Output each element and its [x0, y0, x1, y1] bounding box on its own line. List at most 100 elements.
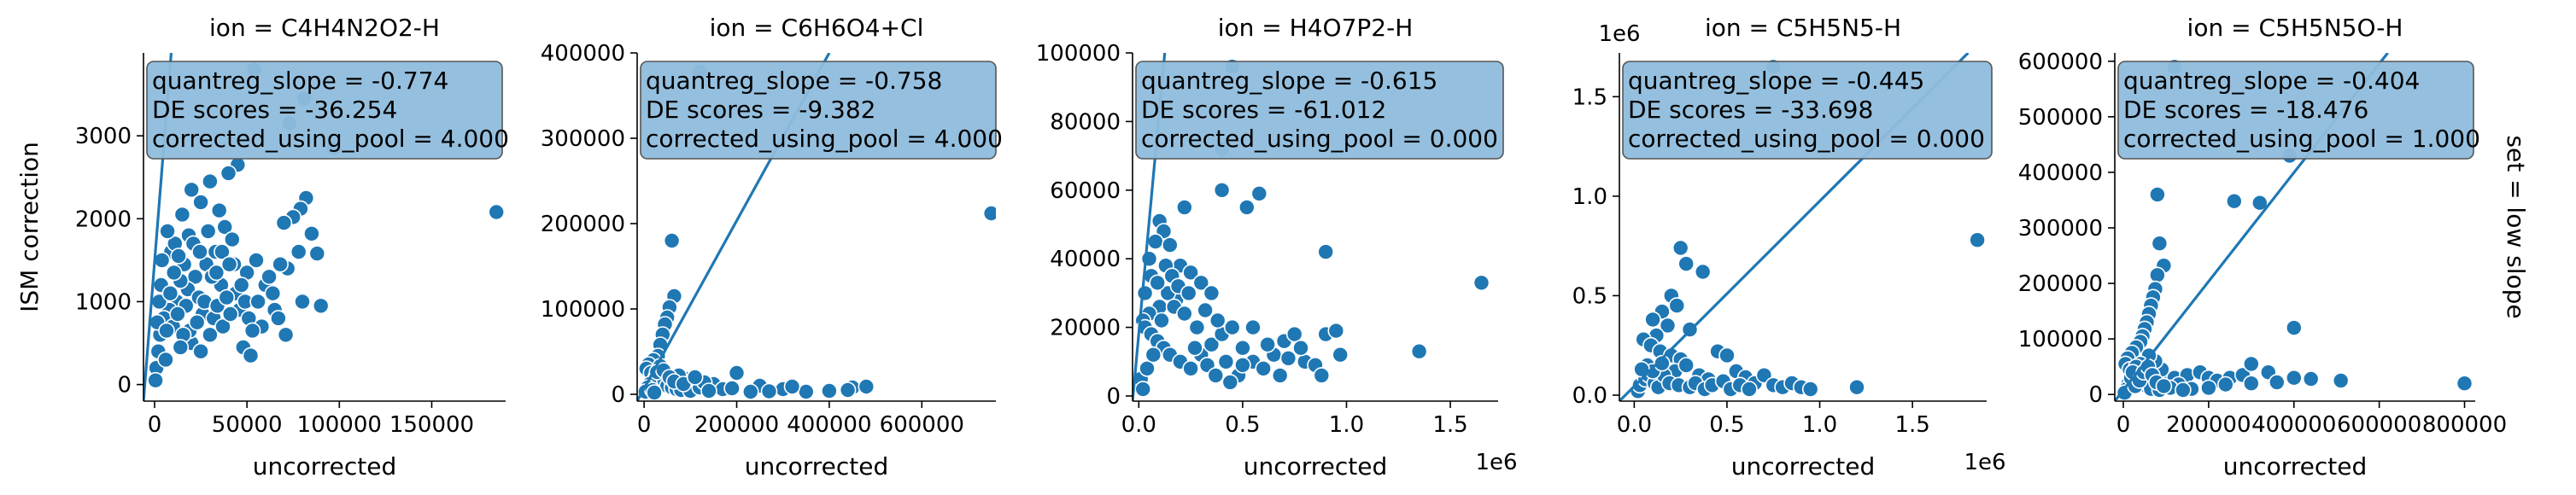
- x-axis-label: uncorrected: [2223, 452, 2368, 480]
- scatter-point: [214, 243, 231, 260]
- scatter-point: [783, 378, 801, 395]
- scatter-point: [1139, 359, 1156, 377]
- scatter-point: [2175, 381, 2192, 399]
- subplot-1: 0 50000 100000 150000 0 1000 2000 3000 ion = C4H…: [15, 14, 509, 480]
- scatter-point: [261, 268, 278, 286]
- scatter-point: [165, 264, 183, 282]
- scatter-point: [1192, 274, 1210, 292]
- scatter-point: [839, 381, 857, 399]
- y-tick-label: 1.5: [1572, 84, 1607, 110]
- scatter-point: [192, 342, 209, 360]
- x-tick-label: 1.5: [1894, 412, 1929, 438]
- x-tick-label: 200000: [694, 412, 779, 438]
- scatter-point: [700, 382, 717, 399]
- scatter-point: [208, 264, 225, 282]
- scatter-point: [1221, 374, 1239, 391]
- x-axis-label: uncorrected: [1244, 452, 1388, 480]
- panel-title: ion = C6H6O4+Cl: [710, 14, 924, 42]
- scatter-point: [169, 306, 186, 323]
- y-tick-label: 100000: [2018, 327, 2103, 352]
- scatter-point: [158, 322, 175, 340]
- scatter-point: [223, 230, 241, 248]
- scatter-point: [294, 293, 311, 311]
- scatter-point: [243, 322, 261, 340]
- scatter-point: [1292, 339, 1309, 357]
- scatter-point: [1162, 236, 1179, 253]
- y-tick-label: 3000: [75, 124, 132, 149]
- scatter-point: [1671, 239, 1689, 257]
- scatter-point: [270, 310, 287, 327]
- scatter-point: [686, 369, 704, 386]
- scatter-point: [2251, 194, 2269, 212]
- scatter-point: [1250, 185, 1268, 202]
- scatter-point: [183, 181, 200, 199]
- scatter-point: [1279, 349, 1297, 367]
- scatter-point: [1801, 381, 1819, 398]
- scatter-point: [192, 194, 209, 211]
- scatter-point: [1134, 381, 1151, 398]
- scatter-point: [1677, 357, 1695, 374]
- scatter-point: [2226, 192, 2243, 210]
- scatter-point: [2149, 186, 2166, 203]
- scatter-point: [858, 378, 875, 395]
- y-tick-label: 500000: [2018, 105, 2103, 131]
- scatter-point: [1654, 354, 1671, 372]
- scatter-point: [1694, 263, 1712, 281]
- annotation-line: corrected_using_pool = 4.000: [646, 125, 1003, 153]
- subplot-2: 0 200000 400000 600000 0 100000 200000 300000 40…: [541, 14, 1003, 480]
- y-tick-label: 40000: [1050, 247, 1121, 272]
- scatter-point: [1182, 359, 1199, 377]
- scatter-point: [202, 172, 219, 190]
- annotation-box: [1622, 61, 1993, 160]
- scatter-point: [723, 380, 741, 397]
- scatter-points: [2116, 58, 2474, 401]
- x-axis-label: uncorrected: [253, 452, 397, 480]
- scatter-point: [760, 382, 778, 400]
- y-tick-label: 0: [117, 373, 132, 399]
- y-tick-label: 400000: [2018, 160, 2103, 186]
- scatter-point: [2456, 375, 2474, 393]
- scatter-point: [2332, 372, 2350, 389]
- scatter-point: [1410, 342, 1428, 360]
- scatter-point: [220, 165, 237, 182]
- x-axis-label: uncorrected: [745, 452, 889, 480]
- scatter-point: [1718, 346, 1736, 364]
- y-tick-label: 100000: [1036, 41, 1121, 67]
- x-tick-label: 0: [2116, 412, 2131, 438]
- scatter-point: [1149, 274, 1166, 292]
- scatter-point: [1472, 274, 1490, 292]
- y-tick-label: 300000: [2018, 216, 2103, 242]
- scatter-point: [248, 252, 265, 269]
- scatter-point: [2286, 369, 2303, 387]
- y-tick-label: 100000: [541, 297, 625, 323]
- y-tick-label: 0.0: [1572, 383, 1607, 409]
- scatter-point: [1255, 359, 1272, 377]
- x-tick-label: 600000: [880, 412, 964, 438]
- annotation-line: quantreg_slope = -0.758: [646, 67, 942, 95]
- x-tick-label: 1.0: [1802, 412, 1837, 438]
- y-tick-label: 20000: [1050, 316, 1121, 341]
- y-tick-label: 0.5: [1572, 283, 1607, 309]
- scatter-point: [272, 255, 289, 273]
- annotation-line: DE scores = -9.382: [646, 96, 876, 124]
- x-tick-label: 50000: [212, 412, 283, 438]
- scatter-point: [232, 277, 250, 294]
- y-tick-label: 0: [611, 382, 625, 408]
- scatter-point: [277, 326, 295, 344]
- annotation-line: quantreg_slope = -0.445: [1628, 67, 1924, 95]
- scatter-point: [797, 383, 815, 400]
- scatter-point: [663, 232, 681, 249]
- scatter-point: [1317, 243, 1334, 260]
- scatter-points: [147, 61, 506, 389]
- y-tick-label: 1000: [75, 289, 132, 315]
- x-tick-label: 1.5: [1432, 412, 1467, 438]
- annotation-box: [2117, 61, 2474, 160]
- x-tick-label: 1.0: [1329, 412, 1364, 438]
- scatter-point: [1217, 352, 1235, 370]
- scatter-point: [218, 288, 236, 306]
- scatter-point: [275, 214, 293, 231]
- scatter-point: [1741, 381, 1758, 398]
- scatter-point: [153, 252, 171, 269]
- annotation-line: DE scores = -18.476: [2123, 96, 2368, 124]
